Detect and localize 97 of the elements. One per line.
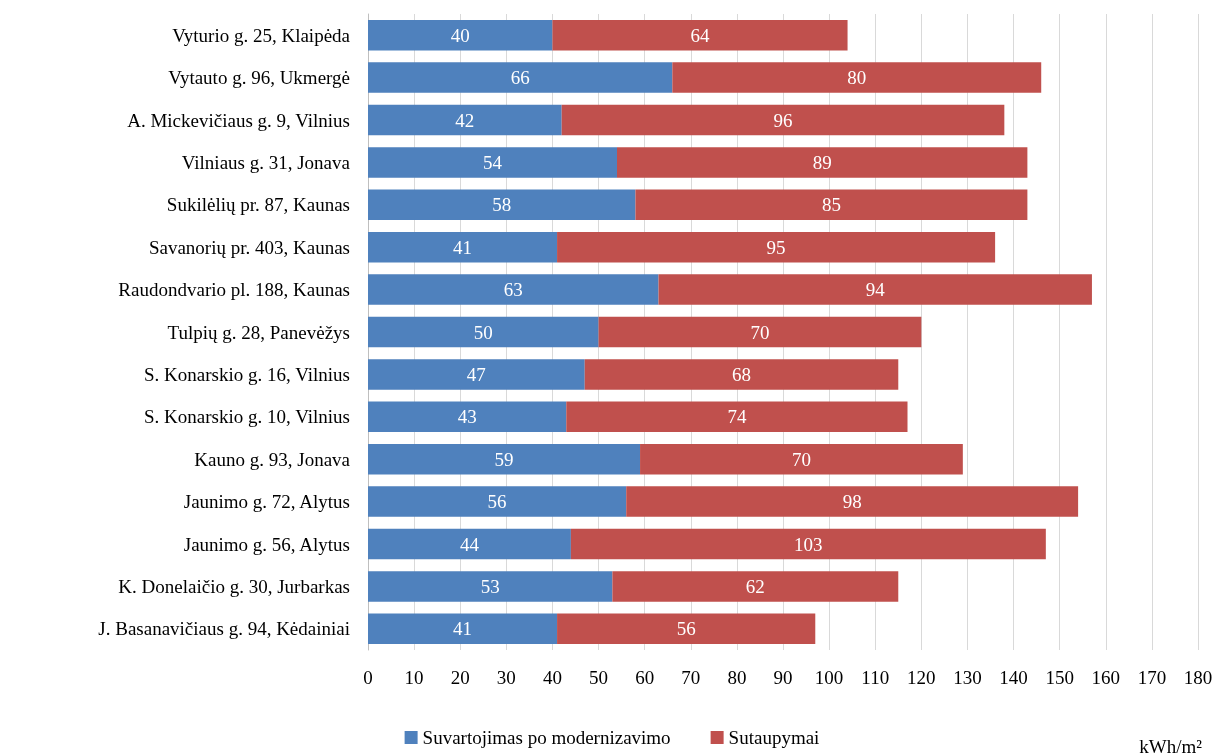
bar <box>612 571 899 602</box>
bar <box>368 443 641 475</box>
y-tick-label: Tulpių g. 28, Panevėžys <box>167 321 350 343</box>
data-label: 103 <box>794 533 823 555</box>
x-tick-label: 170 <box>1137 667 1167 688</box>
data-label: 70 <box>791 448 811 470</box>
bar <box>561 104 1005 136</box>
y-tick-label: K. Donelaičio g. 30, Jurbarkas <box>118 575 350 597</box>
data-label: 58 <box>492 194 512 216</box>
data-label: 47 <box>466 363 486 385</box>
y-tick-label: Jaunimo g. 72, Alytus <box>183 491 350 513</box>
data-label: 53 <box>480 575 500 597</box>
data-label: 62 <box>745 575 765 597</box>
bar <box>570 528 1046 560</box>
legend-label: Suvartojimas po modernizavimo <box>422 727 671 748</box>
bar <box>566 401 908 433</box>
x-tick-label: 150 <box>1045 667 1074 688</box>
x-tick-label: 160 <box>1091 667 1121 688</box>
bar <box>368 359 585 390</box>
bar <box>584 359 899 390</box>
data-label: 66 <box>510 67 530 89</box>
bar <box>672 62 1042 93</box>
data-label: 59 <box>494 448 514 470</box>
x-tick-label: 60 <box>635 667 655 688</box>
bar <box>617 147 1028 178</box>
y-tick-label: Vytauto g. 96, Ukmergė <box>168 67 350 89</box>
y-tick-label: Kauno g. 93, Jonava <box>194 448 351 470</box>
data-label: 70 <box>750 321 770 343</box>
bar <box>368 316 599 348</box>
bar <box>368 274 659 305</box>
data-label: 43 <box>457 406 477 428</box>
bar <box>626 486 1079 517</box>
x-tick-label: 70 <box>681 667 701 688</box>
data-label: 40 <box>450 24 470 46</box>
x-axis-title: kWh/m² <box>1139 736 1203 756</box>
data-label: 68 <box>732 363 751 385</box>
y-tick-label: Vilniaus g. 31, Jonava <box>181 151 351 173</box>
data-label: 94 <box>865 279 886 301</box>
data-label: 63 <box>503 279 523 301</box>
y-tick-label: S. Konarskio g. 16, Vilnius <box>144 363 350 385</box>
data-label: 89 <box>812 151 832 173</box>
bar <box>368 62 673 93</box>
x-tick-label: 30 <box>496 667 516 688</box>
y-tick-label: J. Basanavičiaus g. 94, Kėdainiai <box>98 618 350 640</box>
y-tick-label: S. Konarskio g. 10, Vilnius <box>144 406 350 428</box>
data-label: 41 <box>453 236 473 258</box>
data-label: 95 <box>766 236 786 258</box>
data-label: 54 <box>483 151 503 173</box>
data-label: 56 <box>676 618 696 640</box>
x-tick-label: 40 <box>542 667 562 688</box>
data-label: 50 <box>473 321 493 343</box>
x-tick-label: 90 <box>773 667 793 688</box>
bar <box>368 401 567 433</box>
bar <box>368 486 627 517</box>
data-label: 44 <box>459 533 480 555</box>
y-tick-label: Raudondvario pl. 188, Kaunas <box>118 279 350 301</box>
data-label: 56 <box>487 491 507 513</box>
x-tick-label: 130 <box>953 667 982 688</box>
x-tick-label: 140 <box>999 667 1028 688</box>
y-tick-label: A. Mickevičiaus g. 9, Vilnius <box>127 109 350 131</box>
bar <box>368 613 558 645</box>
data-label: 64 <box>690 24 710 46</box>
bar <box>368 19 553 51</box>
bar <box>368 147 617 178</box>
x-tick-label: 10 <box>404 667 424 688</box>
y-tick-label: Jaunimo g. 56, Alytus <box>183 533 350 555</box>
bar <box>368 528 571 560</box>
y-tick-label: Savanorių pr. 403, Kaunas <box>148 236 350 258</box>
bar <box>635 189 1028 221</box>
x-tick-label: 120 <box>907 667 936 688</box>
bar <box>368 104 562 136</box>
y-tick-label: Vyturio g. 25, Klaipėda <box>172 24 351 46</box>
data-label: 74 <box>727 406 747 428</box>
bar <box>557 613 816 645</box>
bar <box>658 274 1092 305</box>
bar <box>640 443 963 475</box>
legend-label: Sutaupymai <box>728 727 820 748</box>
x-tick-label: 180 <box>1183 667 1213 688</box>
x-tick-label: 80 <box>727 667 747 688</box>
data-label: 42 <box>455 109 475 131</box>
data-label: 41 <box>453 618 473 640</box>
bar <box>368 231 558 263</box>
data-label: 98 <box>842 491 862 513</box>
bar <box>598 316 922 348</box>
x-tick-label: 100 <box>814 667 844 688</box>
data-label: 96 <box>773 109 793 131</box>
x-tick-label: 0 <box>363 667 373 688</box>
bar <box>368 571 613 602</box>
data-label: 80 <box>847 67 867 89</box>
x-tick-label: 110 <box>861 667 890 688</box>
bar <box>552 19 848 51</box>
bar <box>557 231 996 263</box>
x-tick-label: 20 <box>450 667 470 688</box>
data-label: 85 <box>821 194 841 216</box>
y-tick-label: Sukilėlių pr. 87, Kaunas <box>166 194 350 216</box>
x-tick-label: 50 <box>589 667 609 688</box>
bar <box>368 189 636 221</box>
